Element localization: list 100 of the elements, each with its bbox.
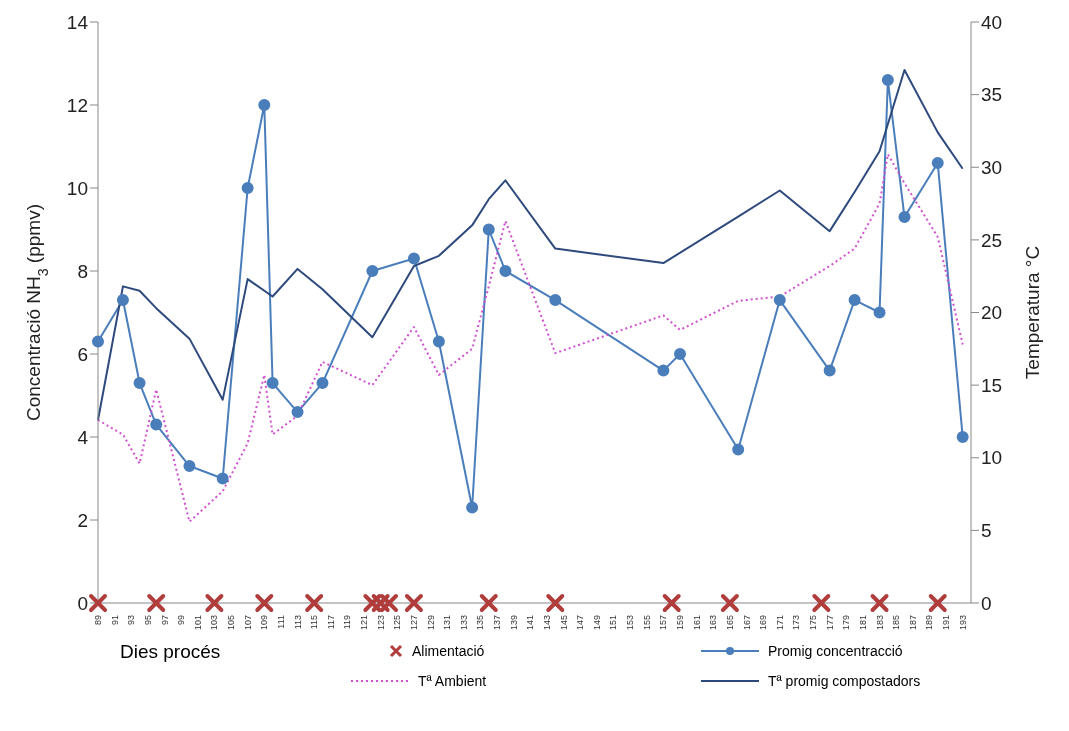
x-tick-label: 101 [192,615,203,631]
point [812,594,831,612]
point [466,501,479,514]
x-tick-label: 95 [142,615,153,626]
point [773,294,786,307]
y2-tick-label: 0 [981,592,992,614]
point [956,431,969,443]
y2-tick-label: 10 [981,447,1003,469]
point [549,294,562,307]
x-tick-label: 153 [625,615,636,631]
y-tick-label: 4 [77,426,89,448]
y-tick-label: 0 [77,592,88,614]
point [150,418,163,431]
point [931,157,944,170]
x-tick-label: 115 [309,615,320,630]
x-tick-label: 119 [342,615,353,630]
legend-label: Alimentació [412,643,485,659]
point [928,594,947,612]
x-tick-label: 117 [325,615,336,630]
point [216,472,229,485]
y2-tick-label: 35 [981,84,1003,106]
point [363,594,382,612]
y2-tick-label: 20 [981,302,1003,324]
x-tick-label: 131 [442,615,453,631]
y2-tick-label: 5 [981,520,992,542]
x-tick-label: 179 [841,615,852,631]
point [92,335,104,348]
point [147,594,166,612]
point [732,443,745,456]
point [657,364,670,377]
x-tick-label: 133 [458,615,469,631]
x-axis-title: Dies procés [120,641,221,663]
point [479,594,498,612]
y-tick-label: 8 [77,260,88,282]
x-tick-label: 99 [176,615,187,626]
x-tick-label: 107 [242,615,253,631]
point [305,594,324,612]
x-tick-label: 91 [109,615,120,626]
point [499,265,512,277]
point [116,294,129,307]
point [404,594,423,612]
x-tick-label: 137 [492,615,503,631]
point [432,335,445,348]
y-tick-label: 10 [66,177,88,199]
point [266,377,279,390]
point [371,594,390,612]
y2-tick-label: 30 [981,156,1003,178]
x-tick-label: 161 [691,615,702,631]
x-tick-label: 97 [159,615,170,626]
y2-tick-label: 40 [981,11,1003,33]
y-tick-label: 14 [66,11,89,33]
x-tick-label: 169 [758,615,769,631]
x-tick-label: 165 [724,615,735,631]
x-tick-label: 129 [425,615,436,631]
x-tick-label: 147 [575,615,586,631]
point [870,594,889,612]
point [205,594,224,612]
legend-label: Tª promig compostadors [768,673,921,689]
y-tick-label: 12 [66,94,88,116]
x-tick-label: 163 [708,615,719,631]
x-tick-label: 175 [808,615,819,631]
point [316,377,329,390]
x-tick-label: 109 [259,615,270,631]
x-tick-label: 171 [774,615,785,631]
point [546,594,565,612]
point [482,223,495,236]
x-tick-label: 157 [658,615,669,631]
x-tick-label: 159 [675,615,685,631]
legend-label: Tª Ambient [418,673,487,689]
x-tick-label: 135 [475,615,486,631]
x-tick-label: 189 [924,615,935,631]
point [898,211,911,224]
x-tick-label: 193 [957,615,968,631]
x-tick-label: 183 [874,615,885,631]
x-tick-label: 167 [741,615,752,631]
x-tick-label: 121 [359,615,370,631]
x-tick-label: 111 [275,615,286,629]
point [380,594,398,612]
x-tick-label: 143 [541,615,552,631]
point [881,74,894,87]
y-tick-label: 6 [77,343,88,365]
y2-tick-label: 15 [981,374,1003,396]
x-tick-label: 113 [292,615,303,630]
point [291,406,304,419]
y2-tick-label: 25 [981,229,1003,251]
point [133,377,146,390]
point [662,594,681,612]
x-tick-label: 145 [558,615,569,631]
point [89,594,107,612]
x-tick-label: 93 [126,615,137,626]
point [823,364,836,377]
point [873,306,886,319]
x-tick-label: 149 [591,615,602,631]
x-tick-label: 89 [93,615,103,626]
x-tick-label: 155 [641,615,652,631]
x-tick-label: 187 [907,615,918,631]
y-tick-label: 2 [77,509,88,531]
point [241,182,254,194]
point [848,294,861,307]
x-tick-label: 185 [891,615,902,631]
